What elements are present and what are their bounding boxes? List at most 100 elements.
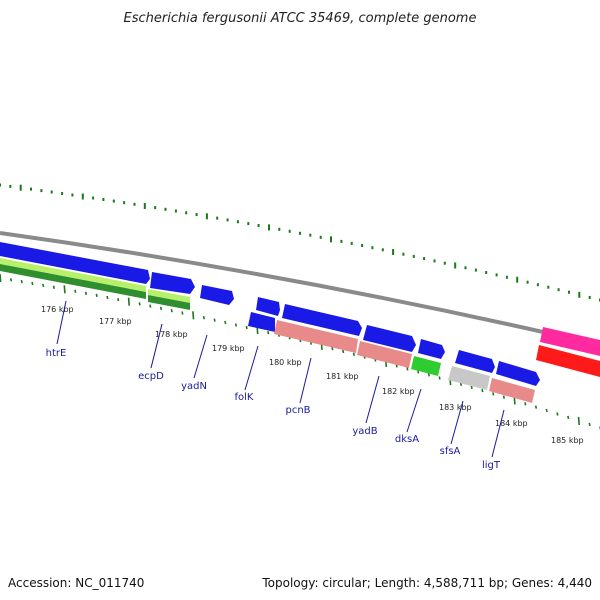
kbp-label: 179 kbp (212, 344, 245, 353)
tick-mark (545, 408, 548, 413)
map-title: Escherichia fergusonii ATCC 35469, compl… (124, 11, 477, 26)
leader-line (150, 323, 163, 369)
tick-dot (381, 248, 384, 252)
feature-arrow (150, 272, 195, 294)
feature-bar (448, 366, 490, 390)
tick-mark (149, 304, 152, 308)
tick-dot (299, 231, 301, 235)
tick-mark (524, 402, 527, 406)
feature-arrow (282, 304, 362, 336)
tick-mark (556, 412, 559, 416)
gene-label-ecpD: ecpD (138, 371, 164, 382)
feature-bar (0, 264, 146, 299)
feature-arrow (418, 339, 445, 359)
tick-dot (40, 189, 43, 193)
leader-line (406, 388, 422, 433)
tick-mark (202, 316, 205, 320)
tick-mark (588, 422, 591, 427)
tick-mark (159, 306, 163, 311)
tick-dot (454, 262, 457, 269)
tick-dot (330, 236, 332, 243)
tick-mark (459, 382, 463, 386)
feature-bar (148, 295, 190, 310)
tick-mark (181, 311, 184, 315)
tick-dot (205, 213, 208, 220)
kbp-label: 183 kbp (439, 403, 472, 412)
leader-line (491, 409, 505, 458)
tick-dot (464, 266, 467, 270)
tick-dot (257, 224, 260, 227)
tick-dot (278, 227, 281, 231)
tick-mark (52, 285, 55, 289)
gene-label-folK: folK (235, 392, 254, 403)
tick-dot (268, 224, 270, 231)
tick-dot (309, 233, 312, 237)
kbp-label: 178 kbp (155, 330, 188, 339)
feature-bar (357, 341, 412, 368)
kbp-scale-labels: 176 kbp 177 kbp 178 kbp 179 kbp 180 kbp … (41, 305, 584, 445)
tick-dot (288, 229, 291, 233)
tick-mark (438, 376, 441, 380)
tick-dot (71, 193, 74, 197)
tick-dot (412, 254, 415, 258)
feature-bar (0, 258, 146, 292)
tick-dot (164, 207, 167, 211)
tick-mark (234, 323, 238, 327)
tick-dot (547, 285, 550, 289)
genome-summary: Topology: circular; Length: 4,588,711 bp… (261, 576, 592, 590)
tick-dot (61, 192, 64, 195)
genome-backbone (0, 231, 600, 347)
tick-dot (185, 211, 188, 215)
tick-dot (350, 241, 353, 245)
gene-leader-lines (56, 300, 505, 458)
feature-bar (536, 345, 600, 377)
tick-mark (117, 297, 120, 302)
tick-mark (74, 289, 77, 293)
tick-mark (567, 415, 570, 420)
tick-dot (9, 184, 12, 188)
tick-mark (84, 291, 88, 295)
kbp-label: 181 kbp (326, 372, 359, 381)
feature-bar (274, 320, 358, 353)
tick-mark (331, 347, 334, 351)
tick-mark (106, 295, 109, 300)
tick-dot (195, 213, 198, 216)
tick-dot (133, 202, 136, 206)
leader-line (450, 400, 464, 445)
tick-dot (81, 193, 84, 200)
kbp-label: 176 kbp (41, 305, 74, 314)
tick-dot (216, 216, 219, 220)
kbp-label: 177 kbp (99, 317, 132, 326)
tick-mark (213, 318, 216, 322)
tick-dot (526, 280, 529, 284)
tick-dot (433, 259, 436, 263)
tick-mark (245, 325, 248, 330)
feature-arrow (363, 325, 416, 352)
gene-label-htrE: htrE (46, 348, 67, 359)
tick-mark (267, 330, 270, 335)
tick-dot (19, 184, 22, 191)
tick-dot (485, 271, 488, 274)
tick-dot (392, 249, 395, 255)
tick-dot (50, 190, 53, 194)
feature-bar (489, 378, 535, 403)
tick-dot (505, 275, 508, 279)
tick-dot (516, 276, 519, 283)
tick-mark (427, 373, 430, 377)
tick-dot (443, 261, 446, 265)
kbp-label: 180 kbp (269, 358, 302, 367)
tick-mark (470, 385, 473, 390)
feature-arrow (0, 242, 150, 284)
feature-bar (248, 312, 275, 332)
tick-mark (31, 281, 34, 286)
leader-line (56, 300, 67, 345)
tick-dot (143, 203, 146, 209)
tick-mark (502, 395, 505, 399)
tick-dot (154, 206, 157, 210)
leader-line (299, 357, 312, 404)
feature-bar (411, 356, 441, 376)
tick-dot (371, 246, 374, 250)
tick-mark (42, 283, 45, 288)
tick-dot (112, 199, 115, 203)
